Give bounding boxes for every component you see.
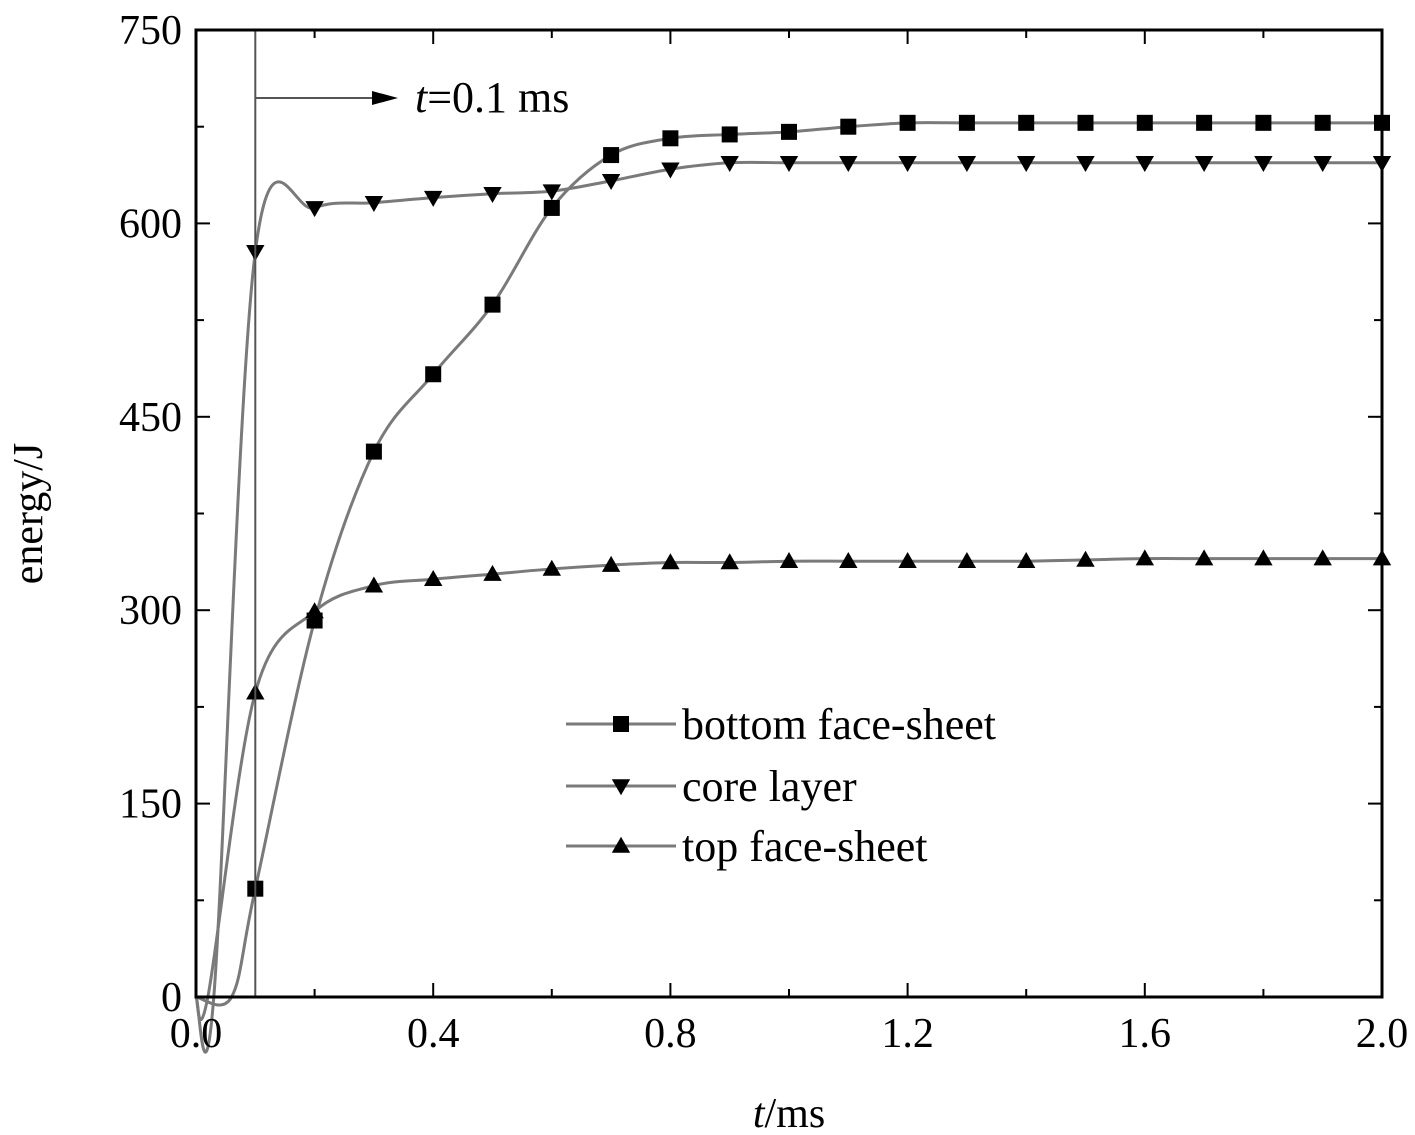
data-point bbox=[781, 123, 797, 140]
data-point bbox=[779, 552, 799, 569]
y-tick-label: 150 bbox=[119, 782, 182, 828]
legend-label: bottom face-sheet bbox=[682, 700, 996, 749]
data-point bbox=[1076, 550, 1095, 567]
x-axis-title-symbol: t bbox=[753, 1091, 766, 1135]
series-triangle-down bbox=[194, 156, 1392, 1054]
legend-label: core layer bbox=[682, 762, 857, 811]
data-point bbox=[424, 570, 443, 587]
data-point bbox=[365, 443, 382, 460]
x-tick-label: 0.4 bbox=[407, 1011, 460, 1057]
data-point bbox=[424, 190, 443, 207]
x-axis-title-unit: /ms bbox=[764, 1091, 825, 1135]
data-point bbox=[1313, 156, 1332, 173]
data-point bbox=[484, 296, 501, 313]
data-point bbox=[662, 130, 679, 147]
data-point bbox=[1194, 549, 1214, 566]
data-point bbox=[1313, 549, 1332, 566]
data-point bbox=[1018, 114, 1035, 131]
x-tick-label: 2.0 bbox=[1356, 1011, 1409, 1057]
legend-marker bbox=[613, 716, 629, 732]
data-point bbox=[1255, 114, 1272, 131]
y-tick-label: 600 bbox=[119, 201, 182, 247]
data-point bbox=[601, 174, 621, 191]
series-triangle-up bbox=[194, 549, 1392, 1021]
x-tick-label: 0.0 bbox=[170, 1011, 223, 1057]
data-point bbox=[542, 184, 561, 201]
data-point bbox=[1135, 156, 1154, 173]
data-point bbox=[898, 156, 917, 173]
data-point bbox=[779, 156, 799, 173]
data-point bbox=[1254, 156, 1273, 173]
data-point bbox=[542, 559, 561, 576]
data-point bbox=[1254, 549, 1273, 566]
annotation-group: t=0.1 ms bbox=[254, 30, 569, 997]
data-point bbox=[957, 552, 977, 569]
data-point bbox=[721, 126, 738, 143]
series-line bbox=[194, 557, 1382, 1021]
data-point bbox=[483, 186, 502, 203]
legend-marker bbox=[611, 779, 631, 796]
ticks-group: 0.0 0.4 0.8 1.2 1.6 2.0 0 150 300 450 600 750 bbox=[119, 8, 1408, 1057]
data-point bbox=[543, 199, 560, 216]
data-point bbox=[1196, 114, 1213, 131]
data-point bbox=[661, 553, 680, 570]
annotation-symbol: t bbox=[415, 73, 429, 122]
series-square bbox=[195, 114, 1390, 1007]
y-tick-label: 750 bbox=[119, 8, 182, 54]
data-point bbox=[840, 118, 857, 135]
y-tick-label: 300 bbox=[119, 588, 182, 634]
data-point bbox=[305, 201, 324, 218]
x-axis-title: t/ms bbox=[753, 1091, 825, 1135]
data-point bbox=[898, 552, 917, 569]
annotation-value: =0.1 ms bbox=[427, 73, 569, 122]
legend-entry: bottom face-sheet bbox=[566, 700, 996, 749]
data-point bbox=[425, 366, 442, 383]
x-tick-label: 1.2 bbox=[881, 1011, 934, 1057]
legend: bottom face-sheet core layer top face-shee… bbox=[566, 700, 996, 871]
data-point bbox=[603, 147, 620, 164]
data-point bbox=[899, 114, 916, 131]
data-point bbox=[305, 602, 324, 619]
data-point bbox=[1136, 114, 1153, 131]
data-point bbox=[1077, 114, 1094, 131]
data-point bbox=[601, 555, 621, 572]
legend-marker bbox=[611, 836, 631, 853]
data-point bbox=[483, 564, 502, 581]
series-line bbox=[194, 160, 1382, 1054]
y-axis-title: energy/J bbox=[6, 443, 52, 585]
series-group bbox=[194, 114, 1392, 1054]
legend-entry: core layer bbox=[566, 762, 857, 811]
data-point bbox=[720, 156, 739, 173]
y-tick-label: 0 bbox=[161, 975, 182, 1021]
data-point bbox=[1194, 156, 1214, 173]
legend-entry: top face-sheet bbox=[566, 822, 928, 871]
data-point bbox=[720, 553, 739, 570]
annotation-arrow-head bbox=[372, 91, 398, 105]
annotation-label: t=0.1 ms bbox=[415, 73, 569, 122]
data-point bbox=[1017, 156, 1036, 173]
data-point bbox=[1135, 549, 1154, 566]
data-point bbox=[839, 552, 858, 569]
data-point bbox=[661, 162, 680, 179]
data-point bbox=[364, 576, 384, 593]
data-point bbox=[364, 195, 384, 212]
data-point bbox=[958, 114, 975, 131]
data-point bbox=[1076, 156, 1095, 173]
y-tick-label: 450 bbox=[119, 395, 182, 441]
data-point bbox=[1017, 552, 1036, 569]
data-point bbox=[839, 156, 858, 173]
x-tick-label: 0.8 bbox=[644, 1011, 697, 1057]
legend-label: top face-sheet bbox=[682, 822, 928, 871]
data-point bbox=[957, 156, 977, 173]
data-point bbox=[1314, 114, 1331, 131]
x-tick-label: 1.6 bbox=[1119, 1011, 1172, 1057]
